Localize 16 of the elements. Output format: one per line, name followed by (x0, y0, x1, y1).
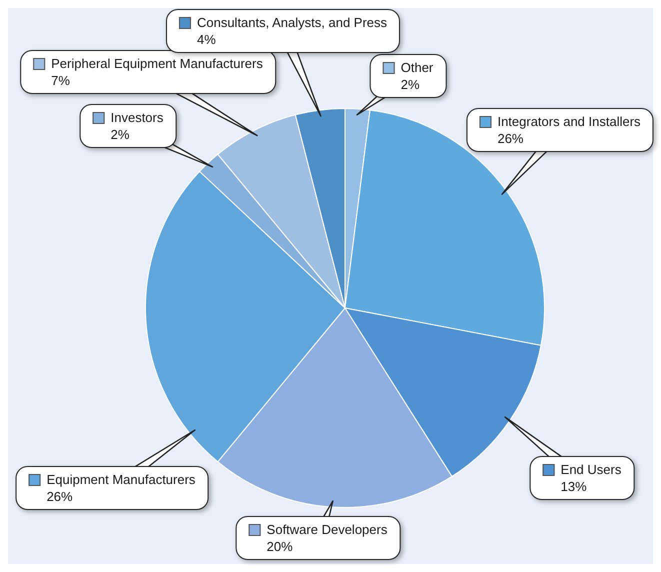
data-label: 4% (196, 31, 217, 48)
legend-label: Peripheral Equipment Manufacturers (51, 55, 263, 72)
data-label: 20% (266, 538, 294, 555)
legend-label: End Users (560, 461, 622, 478)
legend-label: Software Developers (266, 521, 388, 538)
legend-label: Consultants, Analysts, and Press (196, 14, 388, 31)
legend-label: Other (400, 59, 434, 76)
data-label: 26% (46, 488, 74, 505)
data-label: 13% (560, 478, 588, 495)
data-label: 26% (496, 130, 524, 147)
data-label: 7% (50, 72, 71, 89)
data-label: 2% (110, 126, 130, 143)
legend-label: Investors (110, 109, 164, 126)
legend-label: Equipment Manufacturers (46, 471, 196, 488)
legend-label: Integrators and Installers (497, 113, 641, 130)
data-label: 2% (400, 76, 421, 93)
